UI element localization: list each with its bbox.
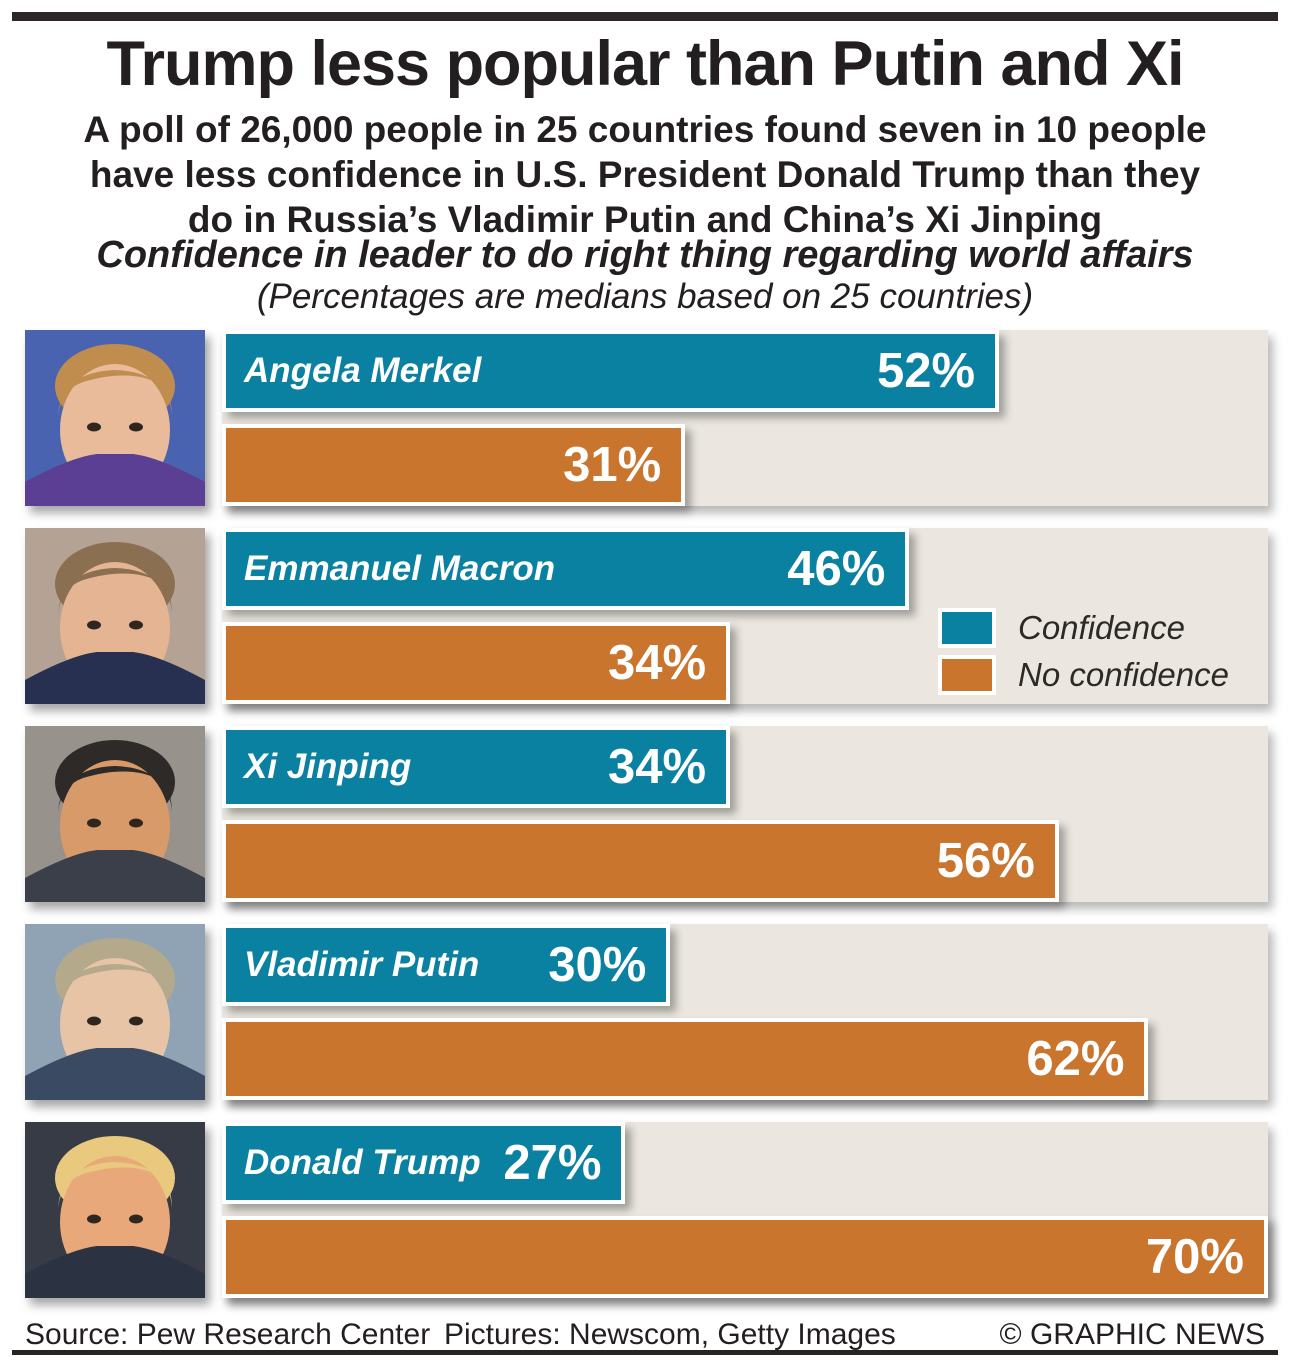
leader-photo-donald-trump bbox=[25, 1122, 205, 1298]
bar-track: Angela Merkel 52% 31% bbox=[222, 330, 1268, 506]
top-rule bbox=[12, 12, 1278, 21]
copyright-credit: © GRAPHIC NEWS bbox=[999, 1318, 1265, 1351]
no-confidence-bar: 34% bbox=[222, 622, 731, 704]
legend: Confidence No confidence bbox=[938, 608, 1229, 695]
bar-track: Vladimir Putin 30% 62% bbox=[222, 924, 1268, 1100]
confidence-bar: Emmanuel Macron 46% bbox=[222, 528, 910, 610]
pictures-credit: Pictures: Newscom, Getty Images bbox=[444, 1318, 896, 1351]
no-confidence-bar: 62% bbox=[222, 1018, 1149, 1100]
leader-row: Angela Merkel 52% 31% bbox=[25, 330, 1268, 506]
leader-row: Emmanuel Macron 46% 34% bbox=[25, 528, 1268, 704]
confidence-bar: Donald Trump 27% bbox=[222, 1122, 626, 1204]
no-confidence-value-label: 34% bbox=[607, 636, 707, 690]
chart-subheading: (Percentages are medians based on 25 cou… bbox=[256, 277, 1034, 316]
leader-row: Vladimir Putin 30% 62% bbox=[25, 924, 1268, 1100]
leader-name-label: Donald Trump bbox=[244, 1143, 481, 1182]
leader-photo-vladimir-putin bbox=[25, 924, 205, 1100]
confidence-value-label: 46% bbox=[787, 542, 886, 596]
leader-row: Xi Jinping 34% 56% bbox=[25, 726, 1268, 902]
bar-track: Xi Jinping 34% 56% bbox=[222, 726, 1268, 902]
no-confidence-bar: 31% bbox=[222, 424, 686, 506]
no-confidence-swatch-icon bbox=[938, 655, 996, 695]
leader-name-label: Xi Jinping bbox=[244, 747, 412, 786]
leader-name-label: Angela Merkel bbox=[244, 351, 482, 390]
subtitle-line-3: do in Russia’s Vladimir Putin and China’… bbox=[187, 199, 1103, 240]
no-confidence-bar: 56% bbox=[222, 820, 1059, 902]
confidence-value-label: 27% bbox=[503, 1136, 602, 1190]
legend-item-no-confidence: No confidence bbox=[938, 655, 1229, 695]
leader-portrait-icon bbox=[25, 528, 205, 704]
no-confidence-value-label: 62% bbox=[1026, 1032, 1125, 1086]
source-credit: Source: Pew Research Center bbox=[25, 1318, 431, 1351]
subtitle: A poll of 26,000 people in 25 countries … bbox=[0, 107, 1290, 242]
leader-portrait-icon bbox=[25, 726, 205, 902]
no-confidence-value-label: 31% bbox=[563, 438, 662, 492]
bar-track: Donald Trump 27% 70% bbox=[222, 1122, 1268, 1298]
leader-row: Donald Trump 27% 70% bbox=[25, 1122, 1268, 1298]
no-confidence-value-label: 56% bbox=[936, 834, 1035, 888]
bar-chart: Angela Merkel 52% 31% Emmanuel Macr bbox=[25, 330, 1268, 1320]
confidence-bar: Angela Merkel 52% bbox=[222, 330, 1000, 412]
leader-name-label: Emmanuel Macron bbox=[244, 549, 556, 588]
confidence-bar: Vladimir Putin 30% bbox=[222, 924, 671, 1006]
subtitle-line-2: have less confidence in U.S. President D… bbox=[89, 154, 1201, 195]
legend-item-confidence: Confidence bbox=[938, 608, 1229, 648]
confidence-bar: Xi Jinping 34% bbox=[222, 726, 731, 808]
confidence-value-label: 30% bbox=[548, 938, 647, 992]
leader-name-label: Vladimir Putin bbox=[244, 945, 480, 984]
bottom-rule bbox=[12, 1350, 1278, 1355]
confidence-value-label: 52% bbox=[876, 344, 976, 398]
page-title: Trump less popular than Putin and Xi bbox=[106, 29, 1184, 99]
confidence-legend-label: Confidence bbox=[1018, 609, 1185, 646]
confidence-swatch-icon bbox=[938, 608, 996, 648]
confidence-value-label: 34% bbox=[607, 740, 707, 794]
leader-photo-xi-jinping bbox=[25, 726, 205, 902]
no-confidence-value-label: 70% bbox=[1145, 1230, 1244, 1284]
leader-portrait-icon bbox=[25, 1122, 205, 1298]
no-confidence-legend-label: No confidence bbox=[1018, 656, 1229, 693]
leader-portrait-icon bbox=[25, 924, 205, 1100]
no-confidence-bar: 70% bbox=[222, 1216, 1268, 1298]
bar-track: Emmanuel Macron 46% 34% bbox=[222, 528, 1268, 704]
leader-photo-emmanuel-macron bbox=[25, 528, 205, 704]
subtitle-line-1: A poll of 26,000 people in 25 countries … bbox=[83, 109, 1207, 150]
leader-portrait-icon bbox=[25, 330, 205, 506]
leader-photo-angela-merkel bbox=[25, 330, 205, 506]
chart-heading: Confidence in leader to do right thing r… bbox=[96, 234, 1194, 276]
